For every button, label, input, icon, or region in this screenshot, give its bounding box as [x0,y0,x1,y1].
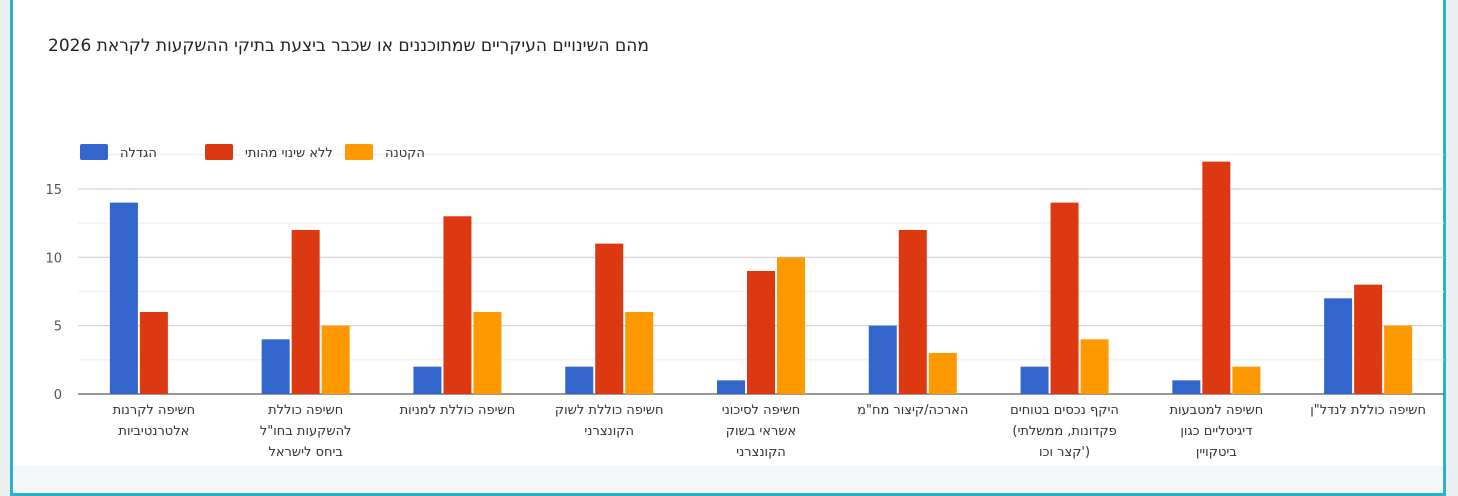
x-category-label: הקונצרני [584,424,634,439]
bar-no-change [139,311,168,394]
bar-decrease [473,311,502,394]
legend-swatch [205,144,233,160]
bar-decrease [321,325,350,394]
x-category-label: חשיפה לסיכוני [722,403,801,418]
bar-increase [565,366,594,394]
bar-decrease [1384,325,1413,394]
bar-no-change [1202,161,1231,394]
y-tick-label: 0 [54,388,62,403]
x-category-label: להשקעות בחו"ל [260,424,352,439]
legend-label: ללא שינוי מהותי [245,146,333,161]
x-category-label: פקדונות, ממשלתי) [1012,424,1116,439]
chart-title: מהם השינויים העיקריים שמתוכננים או שכבר … [48,36,649,56]
x-category-label: חשיפה לקרנות [113,403,196,418]
x-category-label: חשיפה כוללת [268,403,343,418]
x-category-label: חשיפה למטבעות [1169,403,1263,418]
x-category-label: אשראי בשוק [726,424,796,439]
legend-swatch [345,144,373,160]
legend-label: הגדלה [120,146,157,161]
bar-increase [109,202,138,394]
bar-increase [261,339,290,394]
x-category-label: ביטקויין [1196,445,1237,460]
bar-no-change [1354,284,1383,394]
bar-increase [1020,366,1049,394]
legend-swatch [80,144,108,160]
bar-decrease [777,257,805,394]
x-category-label: דיגיטליים כגון [1180,424,1252,439]
x-category-label: חשיפה כוללת לשוק [555,403,664,418]
bar-decrease [1232,366,1261,394]
bar-no-change [898,229,927,394]
bar-increase [413,366,442,394]
y-tick-label: 15 [45,183,62,198]
bar-no-change [747,270,775,394]
bar-increase [717,380,745,394]
x-category-label: ('קצר וכו [1039,445,1090,460]
bar-increase [868,325,897,394]
x-category-label: ביחס לישראל [268,445,342,460]
x-category-label: אלטרנטיביות [118,424,189,439]
x-category-label: הקונצרני [736,445,786,460]
y-tick-label: 5 [54,320,62,335]
card-footer [13,466,1443,493]
bar-decrease [1080,339,1109,394]
bar-no-change [443,216,472,394]
bar-no-change [595,243,624,394]
x-category-label: חשיפה כוללת למניות [400,403,516,418]
bar-no-change [1050,202,1079,394]
bar-decrease [625,311,654,394]
x-category-label: חשיפה כוללת לנדל"ן [1310,403,1426,418]
bar-increase [1172,380,1201,394]
y-tick-label: 10 [45,251,62,266]
x-category-label: היקף נכסים בטוחים [1010,403,1119,418]
legend-label: הקטנה [385,146,425,161]
bar-no-change [291,229,320,394]
x-category-label: הארכה/קיצור מח"מ [857,403,968,418]
bar-decrease [928,352,957,394]
bar-increase [1324,298,1353,394]
